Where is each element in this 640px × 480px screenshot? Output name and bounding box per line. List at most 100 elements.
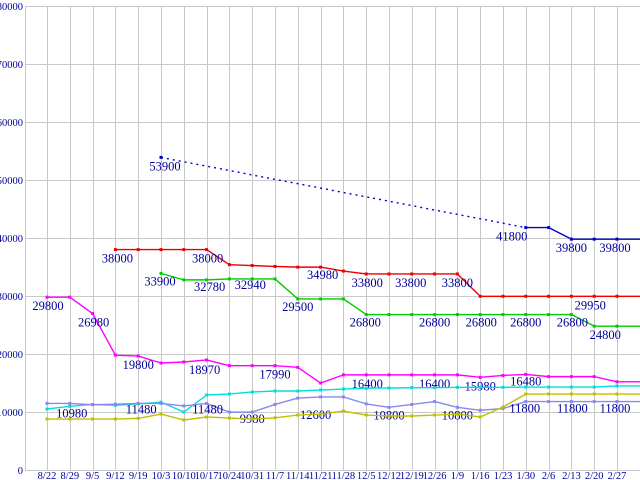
data-label-cyan: 10980 <box>56 406 87 420</box>
data-point-cyan <box>478 385 482 389</box>
data-point-periwinkle <box>296 396 300 400</box>
data-label-blue: 53900 <box>149 159 180 173</box>
series-line-cyan <box>229 391 253 395</box>
data-point-magenta <box>547 375 551 379</box>
data-label-red: 33800 <box>395 276 426 290</box>
data-point-cyan <box>45 407 49 411</box>
data-label-green: 26800 <box>350 316 381 330</box>
series-line-periwinkle <box>502 400 527 410</box>
data-label-magenta: 18970 <box>189 363 220 377</box>
data-point-olive <box>319 412 323 416</box>
series-line-olive <box>297 413 321 416</box>
y-tick-label: 70000 <box>0 60 23 71</box>
data-point-red <box>296 265 300 269</box>
data-point-olive <box>592 392 596 396</box>
data-point-magenta <box>455 373 459 377</box>
data-point-green <box>547 313 551 317</box>
data-point-red <box>136 248 140 252</box>
x-tick-label: 10/31 <box>240 471 264 480</box>
data-label-magenta: 26980 <box>78 316 109 330</box>
data-label-red: 29950 <box>575 298 606 312</box>
data-point-olive <box>615 392 619 396</box>
data-point-periwinkle <box>227 410 231 414</box>
data-point-periwinkle <box>182 404 186 408</box>
data-point-olive <box>478 415 482 419</box>
data-label-red: 38000 <box>102 252 133 266</box>
data-point-magenta <box>410 373 414 377</box>
x-tick-label: 8/22 <box>38 471 57 480</box>
series-olive <box>45 392 640 422</box>
data-label-magenta: 16480 <box>510 374 541 388</box>
data-point-periwinkle <box>615 400 619 404</box>
data-point-olive <box>250 417 254 421</box>
series-cyan: 10980 <box>45 384 640 420</box>
data-point-blue <box>592 237 596 241</box>
data-point-periwinkle <box>319 395 323 399</box>
data-label-blue: 39800 <box>599 241 630 255</box>
data-point-red <box>364 272 368 276</box>
x-tick-label: 11/7 <box>266 471 284 480</box>
data-point-magenta <box>182 360 186 364</box>
data-point-olive <box>364 413 368 417</box>
data-point-cyan <box>205 393 209 397</box>
data-point-periwinkle <box>136 401 140 405</box>
series-line-periwinkle <box>457 406 481 411</box>
y-tick-label: 20000 <box>0 350 23 361</box>
data-point-red <box>273 264 277 268</box>
data-point-olive <box>136 416 140 420</box>
series-line-olive <box>138 413 162 420</box>
data-point-magenta <box>478 375 482 379</box>
data-point-red <box>182 248 186 252</box>
data-point-cyan <box>296 389 300 393</box>
data-point-green <box>227 277 231 281</box>
data-point-green <box>455 313 459 317</box>
data-point-cyan <box>182 410 186 414</box>
data-point-cyan <box>410 386 414 390</box>
series-green: 33900 32780 32940 29500 26800 26800 26800 26800… <box>144 271 640 342</box>
x-tick-label: 10/10 <box>172 471 196 480</box>
data-point-green <box>182 278 186 282</box>
data-point-olive <box>547 392 551 396</box>
data-point-green <box>387 313 391 317</box>
data-label-red: 38000 <box>192 252 223 266</box>
x-tick-label: 12/5 <box>357 471 376 480</box>
series-line-periwinkle <box>92 403 116 406</box>
data-point-magenta <box>91 312 95 316</box>
data-point-green <box>205 278 209 282</box>
data-point-magenta <box>524 372 528 376</box>
data-label-red: 34980 <box>307 268 338 282</box>
x-tick-label: 8/29 <box>60 471 79 480</box>
data-point-green <box>296 297 300 301</box>
series-line-cyan <box>320 388 344 391</box>
data-label-green: 33900 <box>144 274 175 288</box>
data-point-periwinkle <box>410 402 414 406</box>
series-line-green <box>160 272 184 281</box>
data-point-red <box>455 272 459 276</box>
x-tick-label: 1/23 <box>494 471 513 480</box>
data-label-red: 33800 <box>352 276 383 290</box>
data-point-olive <box>455 412 459 416</box>
data-point-cyan <box>569 385 573 389</box>
data-point-periwinkle <box>159 401 163 405</box>
series-line-periwinkle <box>183 402 207 407</box>
series-line-magenta <box>297 366 321 384</box>
data-label-green: 32780 <box>194 280 225 294</box>
data-point-green <box>615 324 619 328</box>
data-point-green <box>341 297 345 301</box>
data-point-magenta <box>45 295 49 299</box>
series-line-green <box>206 278 230 281</box>
series-line-magenta <box>320 374 344 384</box>
data-point-olive <box>569 392 573 396</box>
data-point-periwinkle <box>569 400 573 404</box>
data-point-periwinkle <box>45 401 49 405</box>
data-point-red <box>227 263 231 267</box>
x-tick-label: 10/24 <box>217 471 242 480</box>
data-point-periwinkle <box>364 402 368 406</box>
data-point-magenta <box>341 373 345 377</box>
x-tick-label: 11/28 <box>332 471 356 480</box>
data-point-periwinkle <box>478 408 482 412</box>
data-point-magenta <box>433 373 437 377</box>
x-tick-label: 2/13 <box>562 471 581 480</box>
series-line-periwinkle <box>343 396 367 405</box>
data-point-cyan <box>227 392 231 396</box>
